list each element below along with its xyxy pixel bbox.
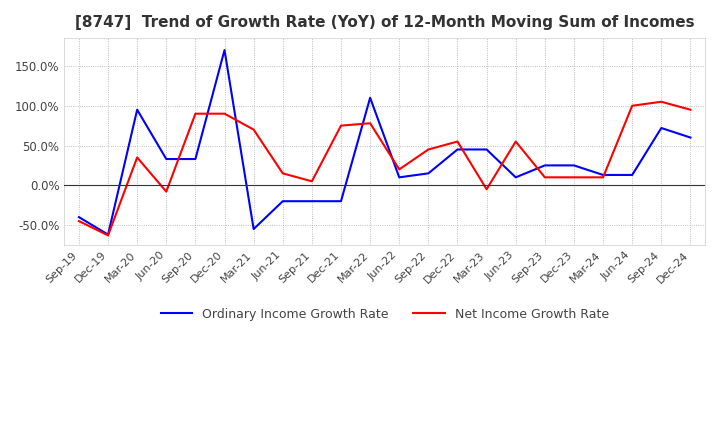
Net Income Growth Rate (511, 139, 520, 144)
Ordinary Income Growth Rate (279, 198, 287, 204)
Net Income Growth Rate (599, 175, 608, 180)
Ordinary Income Growth Rate (395, 175, 404, 180)
Title: [8747]  Trend of Growth Rate (YoY) of 12-Month Moving Sum of Incomes: [8747] Trend of Growth Rate (YoY) of 12-… (75, 15, 695, 30)
Net Income Growth Rate (191, 111, 199, 116)
Net Income Growth Rate (307, 179, 316, 184)
Net Income Growth Rate (220, 111, 229, 116)
Net Income Growth Rate (279, 171, 287, 176)
Net Income Growth Rate (162, 189, 171, 194)
Ordinary Income Growth Rate (541, 163, 549, 168)
Net Income Growth Rate (570, 175, 578, 180)
Net Income Growth Rate (75, 218, 84, 224)
Net Income Growth Rate (482, 187, 491, 192)
Ordinary Income Growth Rate (307, 198, 316, 204)
Ordinary Income Growth Rate (657, 125, 666, 131)
Net Income Growth Rate (541, 175, 549, 180)
Net Income Growth Rate (395, 167, 404, 172)
Net Income Growth Rate (104, 233, 112, 238)
Ordinary Income Growth Rate (162, 156, 171, 161)
Line: Ordinary Income Growth Rate: Ordinary Income Growth Rate (79, 50, 690, 235)
Net Income Growth Rate (657, 99, 666, 104)
Net Income Growth Rate (686, 107, 695, 112)
Ordinary Income Growth Rate (482, 147, 491, 152)
Ordinary Income Growth Rate (686, 135, 695, 140)
Ordinary Income Growth Rate (133, 107, 142, 112)
Ordinary Income Growth Rate (453, 147, 462, 152)
Net Income Growth Rate (628, 103, 636, 108)
Ordinary Income Growth Rate (249, 227, 258, 232)
Ordinary Income Growth Rate (337, 198, 346, 204)
Ordinary Income Growth Rate (75, 214, 84, 220)
Net Income Growth Rate (337, 123, 346, 128)
Ordinary Income Growth Rate (628, 172, 636, 178)
Ordinary Income Growth Rate (104, 232, 112, 237)
Line: Net Income Growth Rate: Net Income Growth Rate (79, 102, 690, 235)
Net Income Growth Rate (366, 121, 374, 126)
Legend: Ordinary Income Growth Rate, Net Income Growth Rate: Ordinary Income Growth Rate, Net Income … (156, 303, 613, 326)
Net Income Growth Rate (453, 139, 462, 144)
Ordinary Income Growth Rate (191, 156, 199, 161)
Net Income Growth Rate (133, 155, 142, 160)
Ordinary Income Growth Rate (511, 175, 520, 180)
Ordinary Income Growth Rate (366, 95, 374, 100)
Ordinary Income Growth Rate (424, 171, 433, 176)
Ordinary Income Growth Rate (599, 172, 608, 178)
Net Income Growth Rate (424, 147, 433, 152)
Ordinary Income Growth Rate (570, 163, 578, 168)
Ordinary Income Growth Rate (220, 48, 229, 53)
Net Income Growth Rate (249, 127, 258, 132)
